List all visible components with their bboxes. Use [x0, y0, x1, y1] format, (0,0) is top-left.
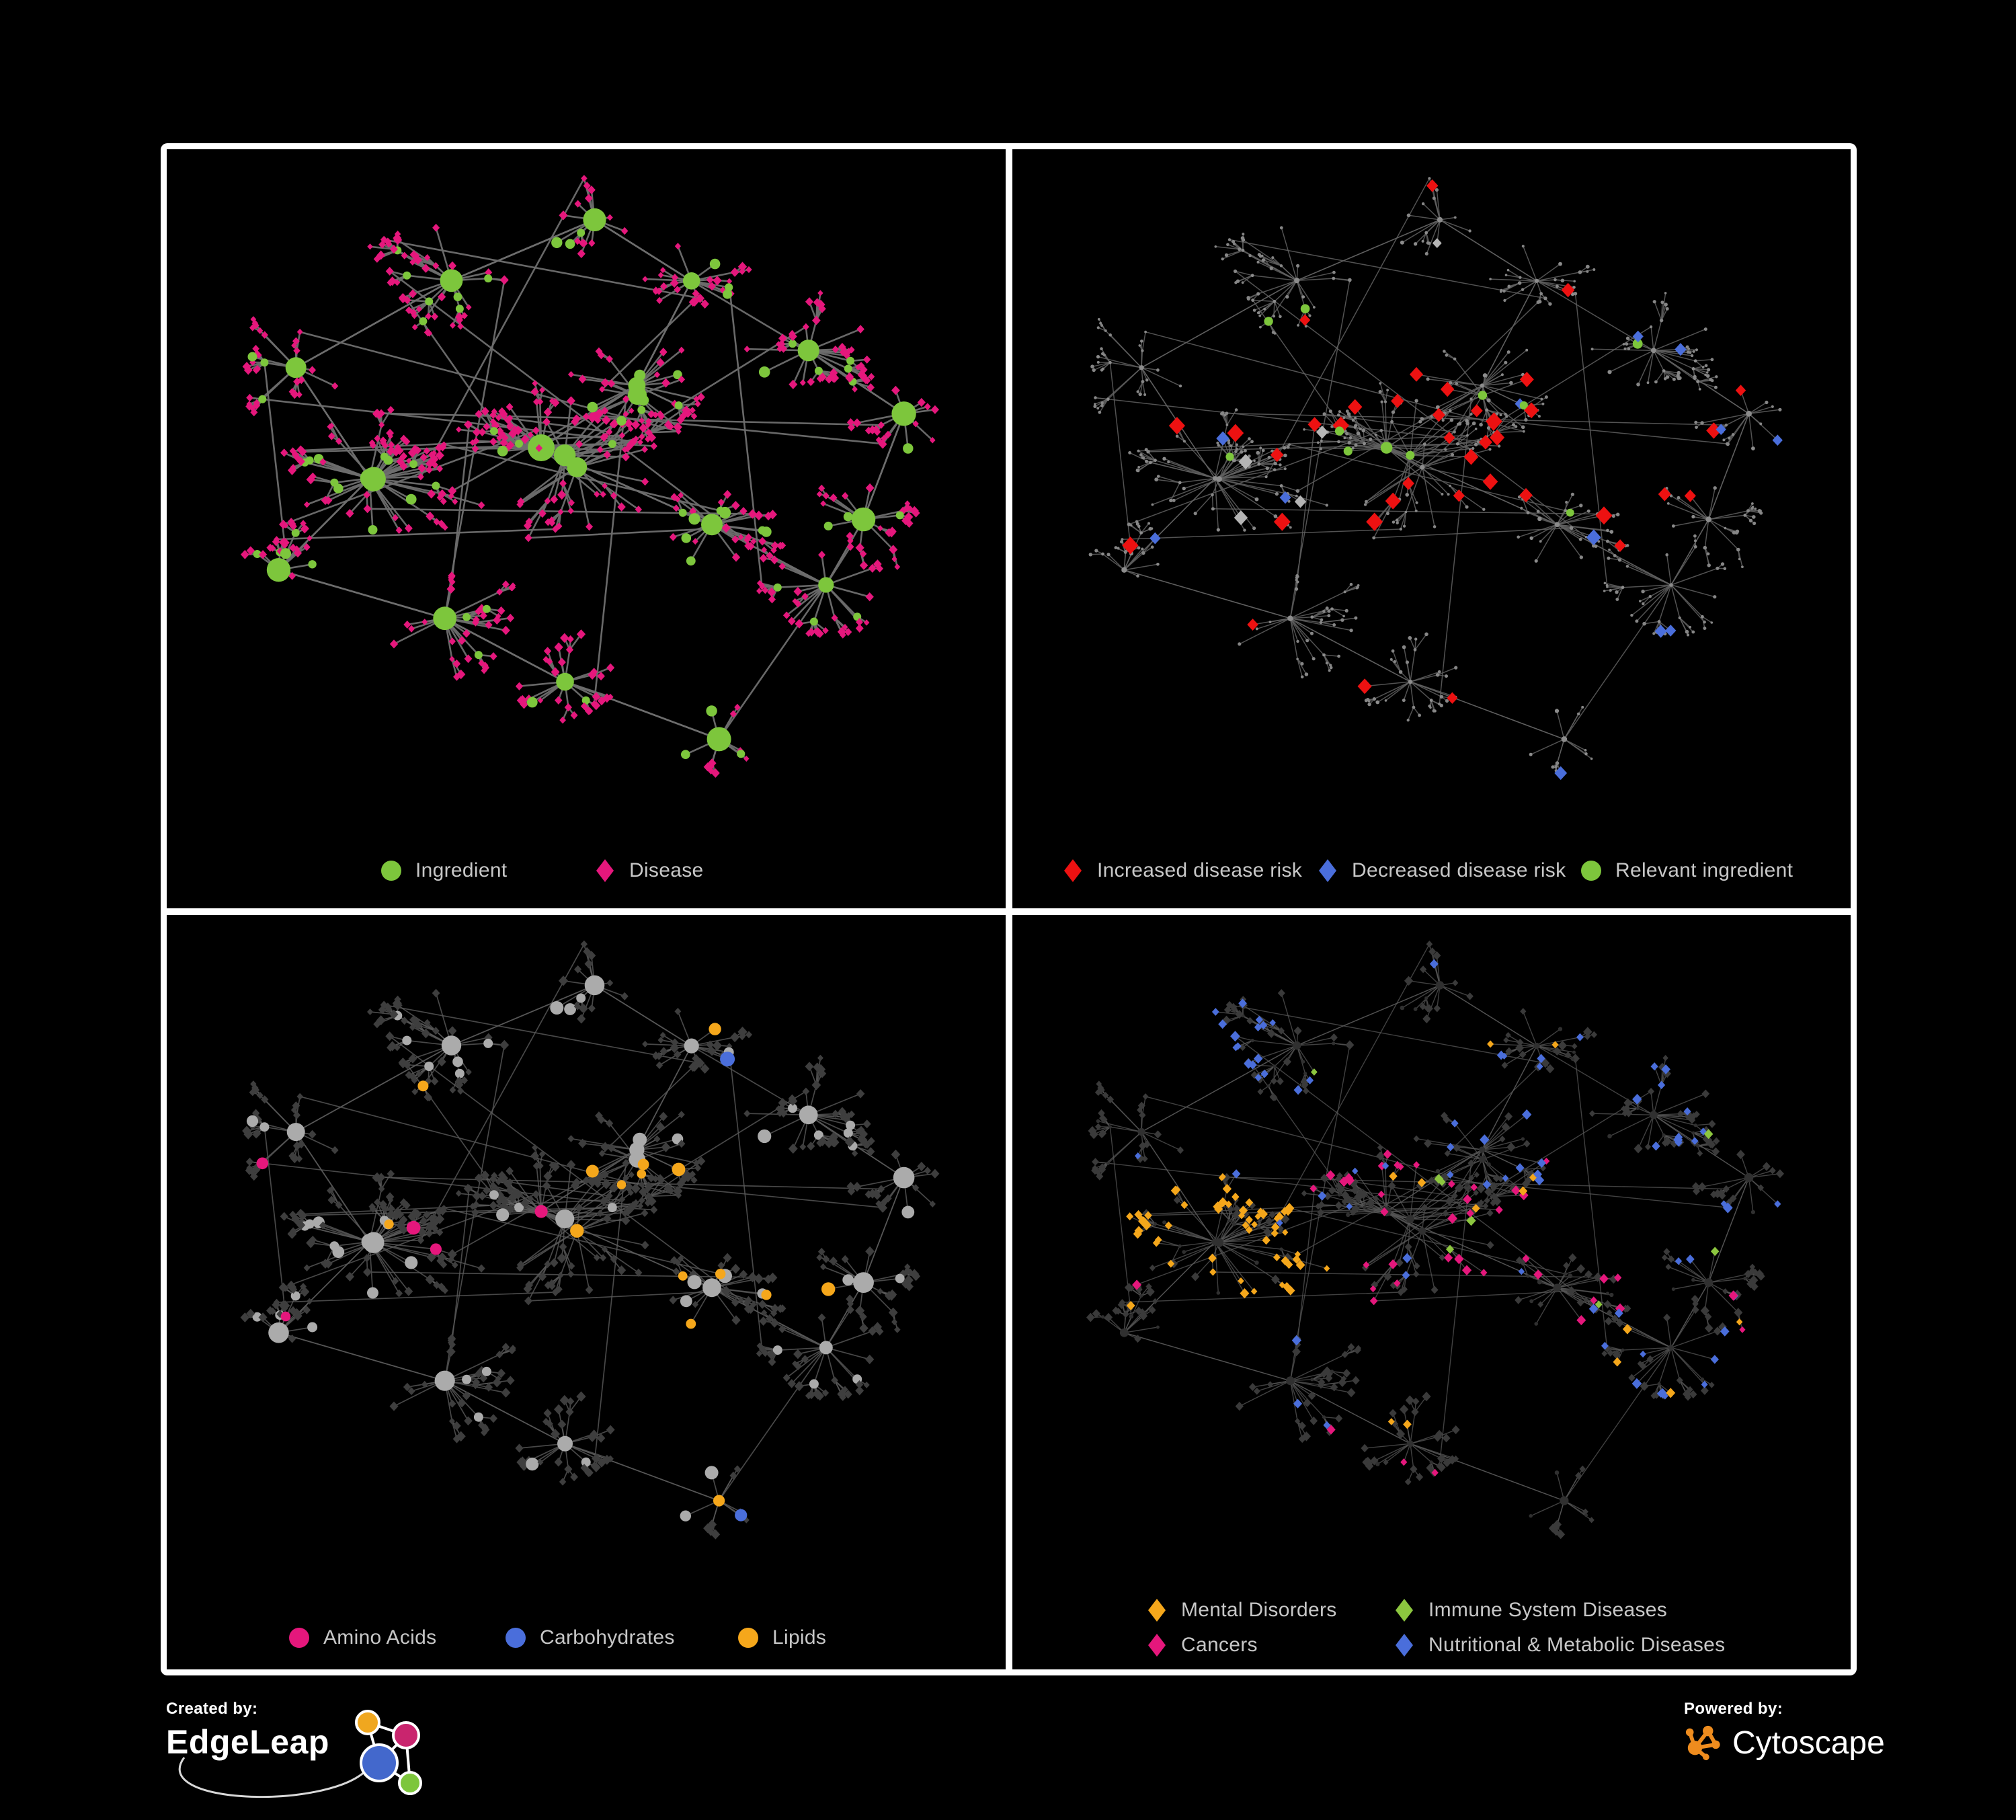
legend-diamond-swatch	[1396, 1634, 1413, 1657]
edgeleap-logo-icon	[178, 1710, 422, 1798]
legend-circle-swatch	[289, 1628, 309, 1648]
panel-ingredient-classes: Amino Acids Carbohydrates Lipids	[167, 915, 1006, 1669]
legend-diamond-swatch	[1319, 859, 1336, 882]
legend-label: Immune System Diseases	[1428, 1599, 1668, 1621]
legend-label: Ingredient	[415, 859, 508, 881]
panel-disease-classes: Mental Disorders Immune System Diseases Ca…	[1012, 915, 1851, 1669]
legend-label: Relevant ingredient	[1615, 859, 1793, 881]
edgeleap-credit: Created by: EdgeLeap	[166, 1700, 422, 1798]
legend-label: Lipids	[772, 1626, 827, 1649]
legend-item-amino-acids: Amino Acids	[287, 1626, 436, 1650]
panel-ingredient-disease: Ingredient Disease	[167, 149, 1006, 908]
legend-item-carbohydrates: Carbohydrates	[503, 1626, 675, 1650]
legend-label: Increased disease risk	[1097, 859, 1303, 881]
legend-item-mental-disorders: Mental Disorders	[1145, 1598, 1337, 1622]
legend-diamond-swatch	[1064, 859, 1082, 882]
created-by-label: Created by:	[166, 1700, 258, 1718]
network-ingredient-classes	[240, 940, 940, 1540]
cytoscape-wordmark: Cytoscape	[1732, 1725, 1885, 1761]
cytoscape-logo-icon	[1685, 1725, 1720, 1761]
legend-item-relevant-ingredient: Relevant ingredient	[1579, 859, 1793, 883]
legend-circle-swatch	[506, 1628, 526, 1648]
legend-diamond-swatch	[596, 859, 614, 882]
network-ingredient-disease	[241, 175, 939, 778]
legend-item-disease: Disease	[593, 859, 703, 883]
legend-item-cancers: Cancers	[1145, 1633, 1258, 1657]
legend-circle-swatch	[738, 1628, 758, 1648]
legend-label: Nutritional & Metabolic Diseases	[1428, 1634, 1726, 1656]
legend-label: Decreased disease risk	[1352, 859, 1566, 881]
powered-by-label: Powered by:	[1684, 1700, 1783, 1718]
legend-diamond-swatch	[1148, 1599, 1166, 1622]
legend-label: Cancers	[1181, 1634, 1258, 1656]
network-disease-classes	[1086, 941, 1784, 1540]
legend-item-nutritional-metabolic-diseases: Nutritional & Metabolic Diseases	[1392, 1633, 1725, 1657]
legend-circle-swatch	[1581, 861, 1601, 881]
legend-item-ingredient: Ingredient	[379, 859, 507, 883]
legend-label: Carbohydrates	[540, 1626, 675, 1649]
legend-item-increased-disease-risk: Increased disease risk	[1061, 859, 1302, 883]
legend-label: Amino Acids	[323, 1626, 437, 1649]
legend-diamond-swatch	[1396, 1599, 1413, 1622]
legend-circle-swatch	[381, 861, 401, 881]
edgeleap-wordmark: EdgeLeap	[166, 1723, 329, 1761]
legend-label: Mental Disorders	[1181, 1599, 1337, 1621]
legend-item-immune-system-diseases: Immune System Diseases	[1392, 1598, 1667, 1622]
panel-disease-risk: Increased disease risk Decreased disease …	[1012, 149, 1851, 908]
legend-item-lipids: Lipids	[736, 1626, 826, 1650]
cytoscape-credit: Powered by: Cytoscape	[1684, 1700, 1885, 1763]
legend-diamond-swatch	[1148, 1634, 1166, 1657]
network-grid: Ingredient Disease Increased disease risk…	[161, 143, 1857, 1675]
legend-label: Disease	[629, 859, 704, 881]
network-disease-risk	[1088, 177, 1783, 781]
legend-item-decreased-disease-risk: Decreased disease risk	[1316, 859, 1566, 883]
